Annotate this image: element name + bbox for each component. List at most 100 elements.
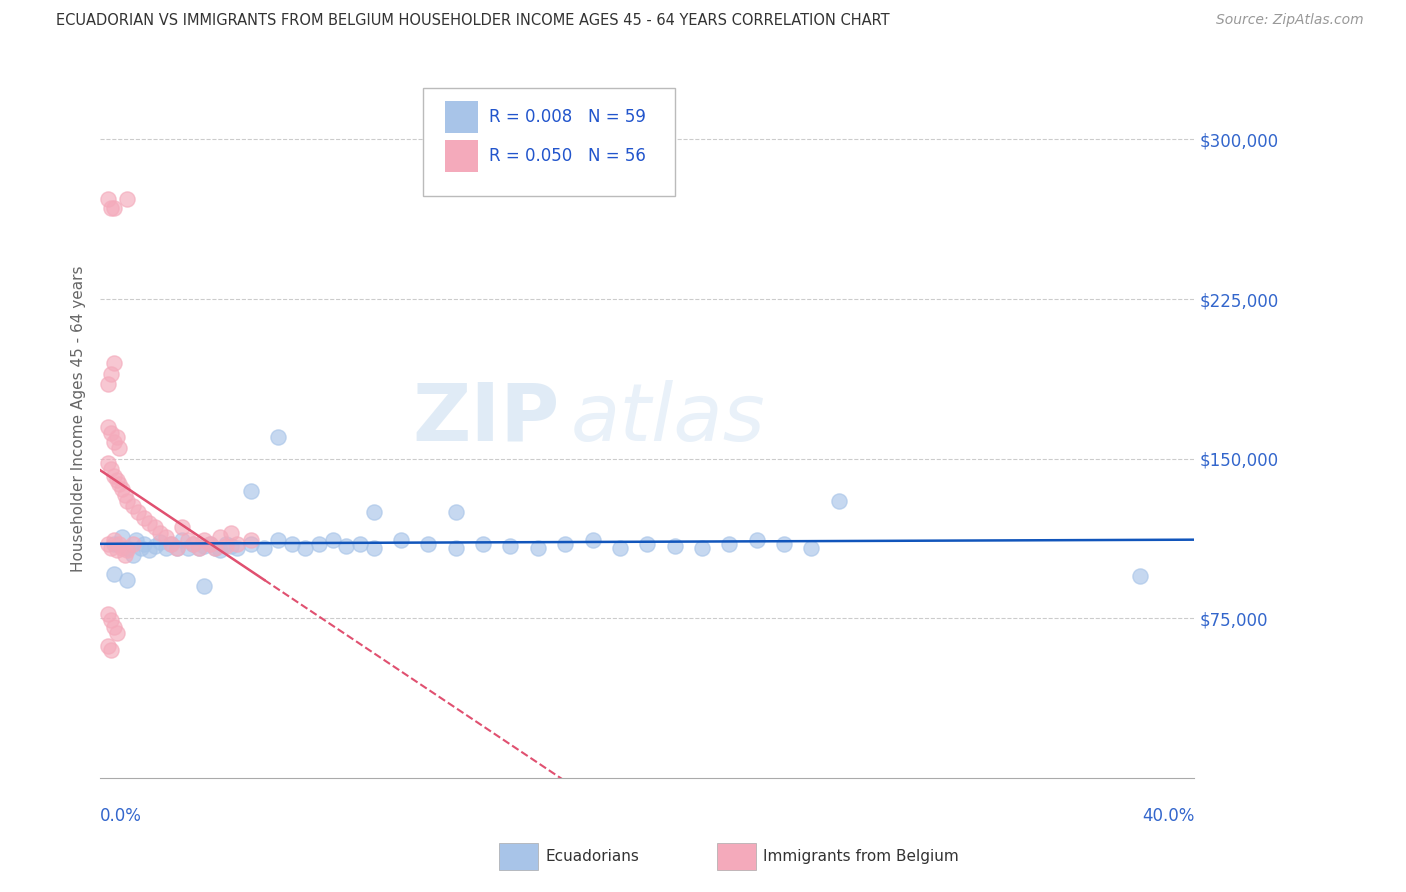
Point [97,377,120,392]
Point [97,607,120,621]
Point [103,468,125,483]
Text: R = 0.050   N = 56: R = 0.050 N = 56 [489,147,645,165]
Point [193,579,215,593]
Point [176,533,198,547]
Point [800,541,823,555]
Point [166,541,188,555]
Point [97,419,120,434]
Point [1129,569,1152,583]
Point [100,462,122,476]
Point [280,537,302,551]
Point [132,511,155,525]
Text: Ecuadorians: Ecuadorians [546,849,640,863]
Point [363,541,385,555]
FancyBboxPatch shape [423,88,675,196]
Text: Immigrants from Belgium: Immigrants from Belgium [763,849,959,863]
Point [97,456,120,470]
Point [103,533,125,547]
Point [97,192,120,206]
Point [117,192,139,206]
Point [103,434,125,449]
Point [166,541,188,555]
Point [160,537,183,551]
Point [103,620,125,634]
Point [105,473,128,487]
Point [193,533,215,547]
Point [239,537,262,551]
Point [176,541,198,555]
Point [122,537,145,551]
Point [129,541,152,555]
Point [108,441,131,455]
Point [308,537,330,551]
Point [187,541,209,555]
Text: ECUADORIAN VS IMMIGRANTS FROM BELGIUM HOUSEHOLDER INCOME AGES 45 - 64 YEARS CORR: ECUADORIAN VS IMMIGRANTS FROM BELGIUM HO… [56,13,890,29]
Point [193,539,215,553]
Point [100,541,122,555]
Point [103,201,125,215]
Point [138,543,160,558]
Text: ZIP: ZIP [412,380,560,458]
Point [499,539,522,553]
Point [253,541,276,555]
Point [108,477,131,491]
Point [100,614,122,628]
Point [108,537,131,551]
Point [204,541,226,555]
Point [609,541,631,555]
Point [97,537,120,551]
Point [103,356,125,370]
Point [100,643,122,657]
Point [149,526,172,541]
Point [322,533,344,547]
Point [215,539,238,553]
Text: 40.0%: 40.0% [1142,806,1195,825]
Point [472,537,495,551]
Point [389,533,412,547]
Point [117,494,139,508]
Point [181,537,204,551]
Text: Source: ZipAtlas.com: Source: ZipAtlas.com [1216,13,1364,28]
Text: 0.0%: 0.0% [100,806,142,825]
Point [294,541,316,555]
Point [209,531,232,545]
Point [103,537,125,551]
Point [114,548,136,562]
Point [149,534,172,549]
Point [100,367,122,381]
Point [581,533,603,547]
Point [221,526,243,541]
Point [527,541,550,555]
Point [122,499,145,513]
Point [198,537,221,551]
Point [418,537,440,551]
Point [105,543,128,558]
Point [444,505,467,519]
Point [554,537,576,551]
Point [100,426,122,441]
Point [209,543,232,558]
Point [636,537,658,551]
FancyBboxPatch shape [444,140,478,172]
Point [349,537,371,551]
Point [100,201,122,215]
Point [198,537,221,551]
Point [172,533,194,547]
Text: R = 0.008   N = 59: R = 0.008 N = 59 [489,108,645,126]
Point [664,539,686,553]
Point [221,539,243,553]
Point [444,541,467,555]
Point [143,520,166,534]
Point [122,548,145,562]
Point [204,541,226,555]
Point [155,531,177,545]
Point [239,483,262,498]
Point [138,516,160,530]
Point [111,482,134,496]
Point [143,539,166,553]
Point [125,533,148,547]
FancyBboxPatch shape [444,101,478,133]
Point [690,541,713,555]
Point [226,541,249,555]
Point [105,430,128,444]
